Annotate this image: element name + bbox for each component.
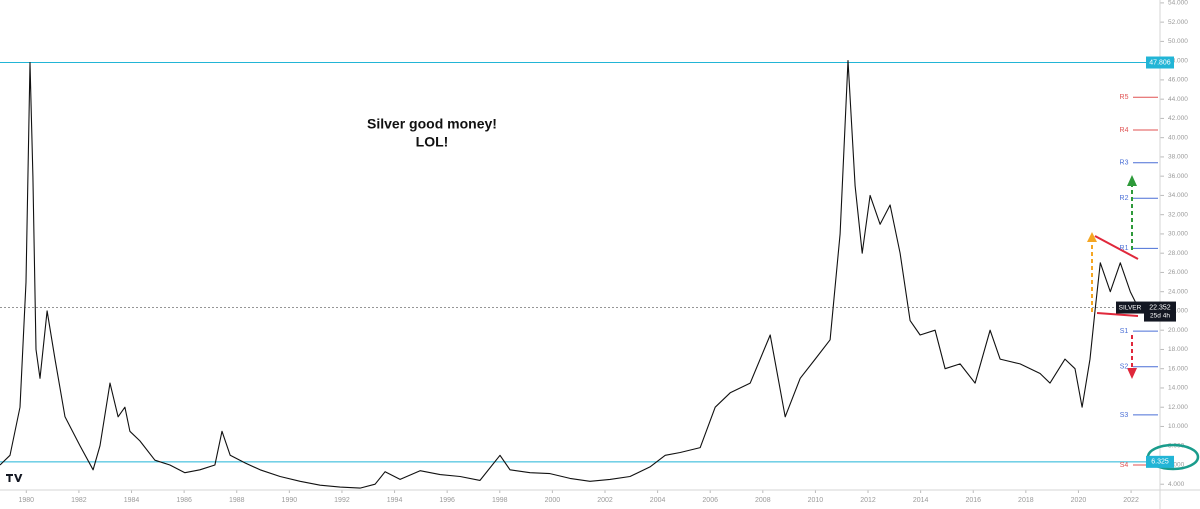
x-tick-label: 2020	[1071, 497, 1087, 504]
y-tick-label: 28.000	[1168, 250, 1188, 257]
y-tick-label: 24.000	[1168, 288, 1188, 295]
x-tick-label: 2012	[860, 497, 876, 504]
logo	[6, 474, 23, 482]
pivot-label: S1	[1120, 328, 1129, 335]
pivot-label: R4	[1120, 127, 1129, 134]
y-tick-label: 48.000	[1168, 57, 1188, 64]
y-tick-label: 26.000	[1168, 269, 1188, 276]
x-tick-label: 2014	[913, 497, 929, 504]
x-tick-label: 2010	[808, 497, 824, 504]
y-tick-label: 14.000	[1168, 385, 1188, 392]
price-label-box	[1146, 56, 1174, 69]
y-tick-label: 50.000	[1168, 38, 1188, 45]
trend-line	[1094, 235, 1139, 260]
x-tick-label: 1984	[124, 497, 140, 504]
y-tick-label: 34.000	[1168, 192, 1188, 199]
labels: 47.806 6.325 R5 R4 R3 R2 R1 S1 S2 S3 S4 SILVER 22.35…	[367, 56, 1176, 469]
grid: 54.000 52.000 50.000 48.000 46.000 44.000 42.0…	[19, 0, 1189, 504]
price-line	[0, 60, 1139, 489]
x-tick-label: 1990	[282, 497, 298, 504]
pivot-label: R5	[1120, 94, 1129, 101]
countdown-label: 25d 4h	[1150, 312, 1170, 319]
y-tick-label: 30.000	[1168, 231, 1188, 238]
annotation: LOL!	[416, 134, 449, 150]
x-tick-label: 2016	[965, 497, 981, 504]
arrow-head	[1087, 232, 1097, 242]
x-tick-label: 2000	[545, 497, 561, 504]
y-tick-label: 10.000	[1168, 423, 1188, 430]
y-tick-label: 32.000	[1168, 211, 1188, 218]
y-tick-label: 4.000	[1168, 481, 1185, 488]
x-tick-label: 1982	[71, 497, 87, 504]
tv-logo	[6, 474, 23, 482]
y-tick-label: 42.000	[1168, 115, 1188, 122]
y-tick-label: 52.000	[1168, 19, 1188, 26]
x-tick-label: 1994	[387, 497, 403, 504]
x-tick-label: 2022	[1123, 497, 1139, 504]
x-tick-label: 2018	[1018, 497, 1034, 504]
pivot-label: R3	[1120, 160, 1129, 167]
y-tick-label: 40.000	[1168, 134, 1188, 141]
last-price-box	[1144, 301, 1176, 322]
x-tick-label: 2006	[702, 497, 718, 504]
y-tick-label: 36.000	[1168, 173, 1188, 180]
y-tick-label: 22.000	[1168, 308, 1188, 315]
x-tick-label: 1986	[176, 497, 192, 504]
y-tick-label: 44.000	[1168, 96, 1188, 103]
y-tick-label: 18.000	[1168, 346, 1188, 353]
y-tick-label: 38.000	[1168, 154, 1188, 161]
y-tick-label: 46.000	[1168, 77, 1188, 84]
pivot-label: S3	[1120, 412, 1129, 419]
trend-line	[1096, 312, 1139, 317]
pivot-label: R1	[1120, 245, 1129, 252]
y-tick-label: 54.000	[1168, 0, 1188, 7]
y-tick-label: 6.000	[1168, 462, 1185, 469]
annotation: Silver good money!	[367, 116, 497, 132]
x-tick-label: 1998	[492, 497, 508, 504]
pivot-label: R2	[1120, 195, 1129, 202]
arrow-head	[1127, 368, 1137, 379]
last-price-label: 22.352	[1149, 304, 1171, 311]
symbol-label: SILVER	[1119, 304, 1142, 311]
y-tick-label: 12.000	[1168, 404, 1188, 411]
x-tick-label: 1992	[334, 497, 350, 504]
arrow-head	[1127, 175, 1137, 186]
x-tick-label: 2004	[650, 497, 666, 504]
y-tick-label: 16.000	[1168, 365, 1188, 372]
x-tick-label: 1980	[19, 497, 35, 504]
symbol-label-box	[1116, 301, 1144, 314]
price-label: 47.806	[1149, 59, 1171, 66]
x-tick-label: 2002	[597, 497, 613, 504]
x-tick-label: 1996	[439, 497, 455, 504]
plot	[0, 60, 1160, 489]
y-tick-label: 20.000	[1168, 327, 1188, 334]
price-label-box	[1146, 455, 1174, 468]
pivot-label: S4	[1120, 462, 1129, 469]
x-tick-label: 2008	[755, 497, 771, 504]
price-label: 6.325	[1151, 459, 1169, 466]
drawings	[1087, 175, 1200, 471]
pivot-label: S2	[1120, 364, 1129, 371]
x-tick-label: 1988	[229, 497, 245, 504]
